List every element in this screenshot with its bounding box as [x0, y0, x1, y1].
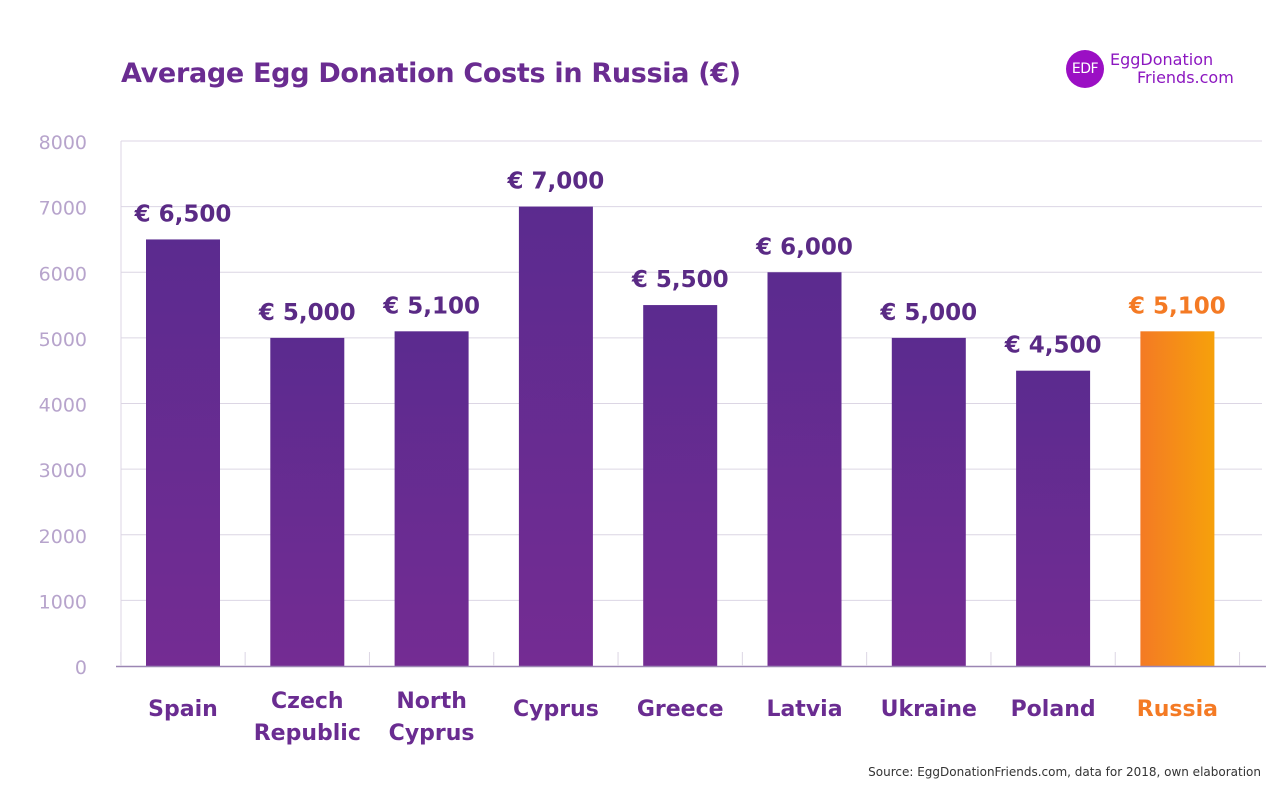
bar [1016, 370, 1091, 666]
bar [394, 331, 469, 666]
x-category-label: Cyprus [513, 697, 599, 722]
logo-badge: EDF [1066, 50, 1104, 88]
bar [518, 206, 593, 666]
bar-value-label: € 5,000 [879, 300, 977, 326]
bar-value-label: € 7,000 [507, 169, 605, 195]
y-tick-label: 1000 [39, 591, 87, 613]
x-category-label: Ukraine [881, 697, 977, 722]
x-category-label: Poland [1011, 697, 1096, 722]
bar [767, 272, 842, 666]
x-category-label: Republic [254, 721, 361, 746]
y-tick-label: 2000 [39, 526, 87, 548]
value-labels: € 6,500 € 5,000 € 5,100 € 7,000 € 5,500 € 6,0… [134, 169, 1226, 359]
y-tick-label: 6000 [39, 263, 87, 285]
x-category-label: Latvia [766, 697, 842, 722]
x-axis [116, 652, 1266, 668]
y-axis-ticks: 0 1000 2000 3000 4000 5000 6000 7000 8000 [39, 132, 87, 679]
bar [643, 305, 718, 666]
y-tick-label: 8000 [39, 132, 87, 154]
bar [270, 337, 345, 666]
x-category-label: Czech [271, 689, 344, 714]
source-note: Source: EggDonationFriends.com, data for… [868, 765, 1261, 779]
bar-value-label: € 4,500 [1004, 333, 1102, 359]
x-category-label: Spain [148, 697, 218, 722]
y-tick-label: 4000 [39, 395, 87, 417]
bar-value-label: € 5,100 [382, 293, 480, 319]
bar [891, 337, 966, 666]
logo-line-1: EggDonation [1110, 50, 1214, 69]
x-category-label: Russia [1137, 697, 1218, 722]
bar-value-label: € 5,000 [258, 300, 356, 326]
category-labels: Spain Czech Republic North Cyprus Cyprus Greec… [148, 689, 1218, 746]
x-category-label: North [396, 689, 467, 714]
y-tick-label: 0 [75, 657, 87, 679]
x-category-label: Cyprus [389, 721, 475, 746]
chart-title: Average Egg Donation Costs in Russia (€) [121, 58, 741, 89]
y-tick-label: 3000 [39, 460, 87, 482]
bar [1140, 331, 1215, 666]
bar [146, 239, 220, 666]
logo-wordmark: EggDonation Friends.com [1110, 51, 1234, 87]
bar-value-label: € 5,100 [1128, 293, 1226, 319]
bars [146, 206, 1215, 666]
bar-value-label: € 6,500 [134, 201, 232, 227]
y-tick-label: 5000 [39, 329, 87, 351]
bar-value-label: € 6,000 [755, 234, 853, 260]
bar-value-label: € 5,500 [631, 267, 729, 293]
logo-line-2: Friends.com [1137, 68, 1234, 87]
x-category-label: Greece [637, 697, 724, 722]
y-tick-label: 7000 [39, 198, 87, 220]
